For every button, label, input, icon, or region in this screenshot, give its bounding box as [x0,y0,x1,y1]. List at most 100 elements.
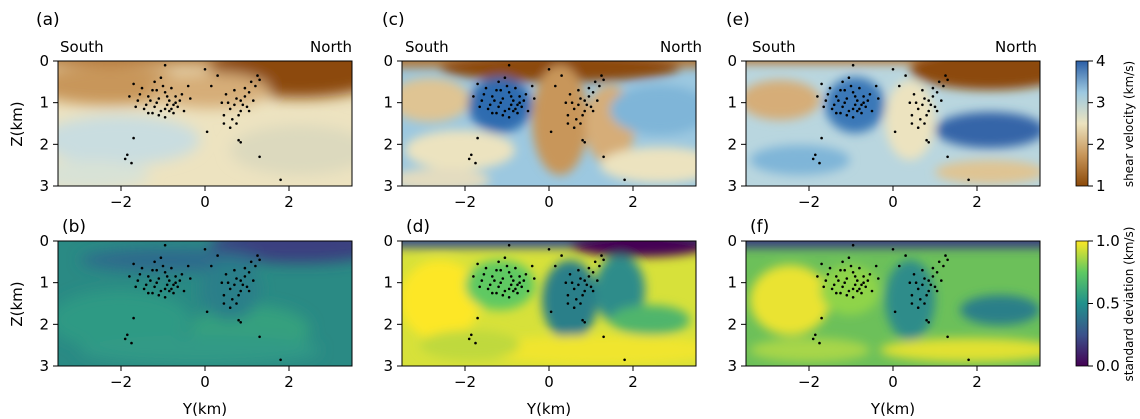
event-dot [564,101,568,104]
event-dot [577,103,580,107]
event-dot [247,109,251,113]
event-dot [239,99,242,102]
event-dot [877,97,880,100]
event-dot [910,302,914,305]
event-dot [547,68,551,71]
event-dot [931,266,935,270]
event-dot [579,277,582,280]
event-dot [486,107,490,111]
colorbar-deviation-gradient [1075,240,1089,367]
event-dot [623,358,626,362]
event-dot [937,80,941,84]
event-dot [518,101,521,104]
event-dot [474,341,477,345]
event-dot [581,138,584,142]
event-dot [189,97,192,100]
events-c [467,63,626,182]
event-dot [495,111,498,115]
event-dot [503,109,507,113]
x-ticks-a: −2 0 2 [110,186,294,211]
event-dot [136,99,140,102]
colorbar-tick-label: 1.0 [1096,232,1120,250]
event-dot [602,78,605,82]
event-dot [518,281,521,285]
event-dot [518,95,521,98]
event-dot [583,321,586,324]
event-dot [572,126,576,129]
event-dot [155,268,158,272]
event-dot [233,103,236,107]
event-dot [228,287,232,291]
event-dot [921,268,924,272]
event-dot [130,341,133,345]
event-dot [216,254,219,257]
event-dot [589,285,593,289]
event-dot [499,281,503,285]
event-dot [572,306,576,310]
y-tick-label: 3 [727,357,737,375]
event-dot [132,316,135,320]
event-dot [560,254,563,257]
event-dot [507,63,511,67]
event-dot [843,101,846,104]
colorbar-deviation: 0.0 0.5 1.0 standard deviation (km/s) [1075,227,1136,382]
event-dot [921,283,924,287]
panel-label-a: (a) [36,10,60,30]
event-dot [564,281,568,285]
x-tick-label: 2 [628,373,638,391]
y-tick-label: 2 [727,315,737,333]
events-b [123,243,282,362]
event-dot [572,107,576,111]
ylabel-b: Z(km) [8,281,26,326]
event-dot [925,318,928,322]
event-dot [577,283,580,287]
colorbar-tick-label: 1 [1096,177,1106,195]
event-dot [908,281,912,285]
event-dot [547,248,551,251]
event-dot [526,109,530,113]
event-dot [927,99,930,102]
event-dot [583,279,586,282]
event-dot [585,103,589,107]
event-dot [178,279,182,282]
event-dot [165,275,169,278]
event-dot [512,99,515,102]
event-dot [159,109,163,113]
panel-label-e: (e) [726,10,750,30]
panel-b: (b) Z(km) Y(km) 0 1 2 3 −2 0 2 [8,217,353,418]
y-tick-label: 1 [39,274,49,292]
event-dot [581,318,584,322]
event-dot [472,275,475,278]
event-dot [488,283,492,287]
event-dot [224,93,228,96]
event-dot [172,103,175,107]
event-dot [499,101,503,104]
event-dot [946,155,949,159]
event-dot [210,264,213,268]
event-dot [159,76,163,79]
event-dot [598,264,601,268]
event-dot [898,264,901,268]
x-tick-label: −2 [454,373,476,391]
panel-label-c: (c) [382,10,405,30]
colorbar-deviation-label: standard deviation (km/s) [1122,227,1136,382]
event-dot [946,335,949,339]
event-dot [908,101,912,104]
event-dot [916,126,920,129]
event-dot [835,111,838,115]
event-dot [587,266,591,270]
event-dot [222,302,226,305]
event-dot [170,107,173,111]
event-dot [931,95,935,98]
event-dot [155,281,158,285]
event-dot [165,103,169,107]
event-dot [497,80,500,84]
event-dot [182,109,186,113]
x-tick-label: −2 [454,193,476,211]
event-dot [505,84,509,88]
event-dot [520,105,523,109]
y-tick-label: 2 [383,135,393,153]
event-dot [516,103,519,107]
x-ticks-c: −2 0 2 [454,186,638,211]
x-tick-label: 2 [972,373,982,391]
